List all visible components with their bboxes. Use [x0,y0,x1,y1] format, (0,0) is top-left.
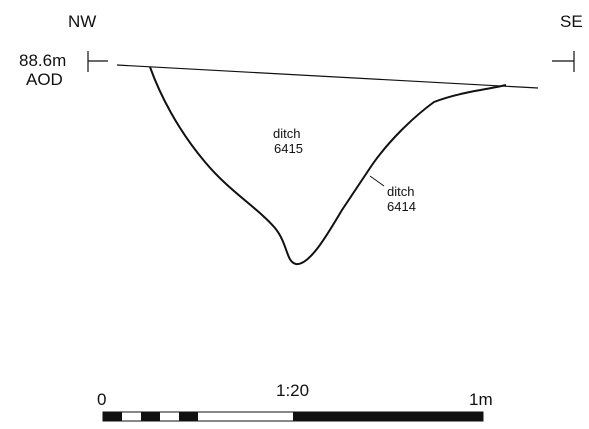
datum-tick-left [87,51,108,72]
fill-6414-name: ditch [387,184,414,199]
ditch-cut-profile [149,66,507,265]
scale-ratio-label: 1:20 [276,381,309,400]
fill-6414-number: 6414 [387,199,416,214]
scale-bar: 0 1:20 1m [97,381,493,422]
datum-ref-label: AOD [26,70,63,89]
datum-tick-right [552,51,575,72]
fill-6415-name: ditch [273,126,300,141]
scale-segment-4 [293,412,483,421]
orientation-se-label: SE [560,12,583,31]
scale-segment-3 [179,412,198,421]
datum-level-label: 88.6m [19,51,66,70]
fill-6414-leader-line [369,175,385,187]
fill-6415-number: 6415 [274,141,303,156]
scale-end-label: 1m [469,390,493,409]
orientation-nw-label: NW [68,12,96,31]
ground-surface-line [116,64,539,89]
scale-segment-2 [141,412,160,421]
scale-segment-1 [103,412,122,421]
scale-start-label: 0 [97,390,106,409]
